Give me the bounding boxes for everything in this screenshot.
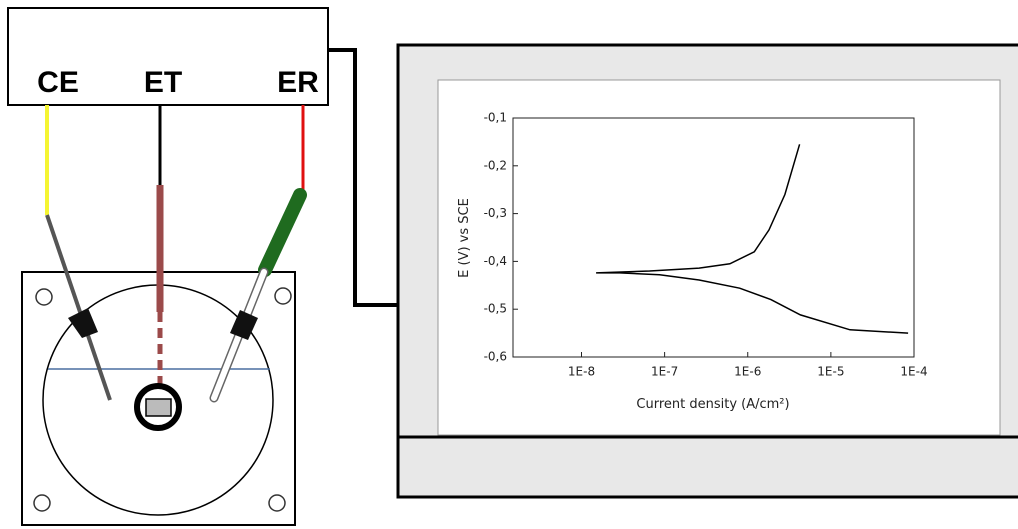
y-tick-label: -0,5 — [484, 302, 507, 316]
potentiostat — [7, 7, 329, 106]
er-stopper — [230, 310, 258, 340]
ce-label: CE — [37, 66, 79, 99]
x-tick-label: 1E-8 — [568, 365, 595, 379]
screen — [437, 79, 1001, 436]
x-axis-label: Current density (A/cm²) — [636, 397, 789, 412]
et-sample — [145, 398, 172, 417]
y-tick-label: -0,6 — [484, 350, 507, 364]
ce-stopper — [68, 308, 98, 338]
y-tick-label: -0,4 — [484, 254, 507, 268]
y-tick-label: -0,3 — [484, 206, 507, 220]
ce-electrode — [45, 214, 112, 401]
y-axis-label: E (V) vs SCE — [457, 198, 472, 278]
y-tick-label: -0,2 — [484, 158, 507, 172]
cable — [328, 48, 398, 307]
screws — [33, 287, 292, 512]
er-label: ER — [277, 66, 319, 99]
x-tick-label: 1E-5 — [817, 365, 844, 379]
x-tick-label: 1E-6 — [734, 365, 761, 379]
chart: Current density (A/cm²) E (V) vs SCE 1E-… — [457, 111, 928, 413]
plot-frame — [512, 117, 915, 358]
y-tick-label: -0,1 — [484, 111, 507, 125]
x-tick-label: 1E-7 — [651, 365, 678, 379]
x-tick-label: 1E-4 — [900, 365, 927, 379]
er-holder — [258, 188, 307, 277]
et-label: ET — [144, 66, 182, 99]
curve — [596, 144, 909, 334]
